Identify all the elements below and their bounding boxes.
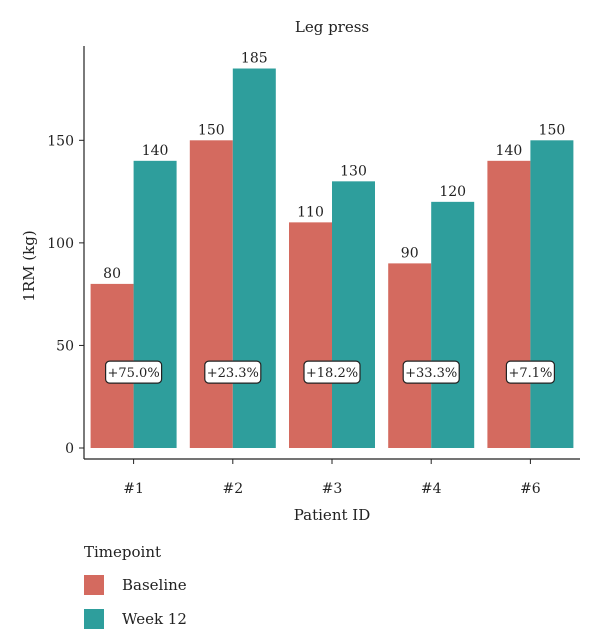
- x-tick-label-4: #4: [421, 481, 442, 497]
- change-box-6: [505, 360, 555, 384]
- bar-label-week-12-3: 130: [340, 163, 367, 179]
- legend: Timepoint Baseline Week 12: [84, 543, 187, 639]
- legend-swatch-baseline: [84, 575, 104, 595]
- bar-week-12-4: [431, 201, 475, 448]
- bar-label-baseline-1: 80: [103, 266, 121, 282]
- x-tick-label-6: #6: [520, 481, 541, 497]
- bar-label-baseline-4: 90: [401, 245, 419, 261]
- x-tick-label-3: #3: [322, 481, 343, 497]
- change-box-4: [402, 360, 460, 384]
- bar-label-baseline-6: 140: [496, 143, 523, 159]
- change-label-6: +7.1%: [508, 366, 552, 381]
- x-tick-label-2: #2: [222, 481, 243, 497]
- bar-baseline-6: [487, 160, 531, 449]
- y-axis-label: 1RM (kg): [20, 230, 38, 301]
- change-label-2: +23.3%: [207, 366, 259, 381]
- change-box-1: [104, 360, 163, 384]
- y-tick-label-50: 50: [56, 338, 74, 354]
- y-tick-label-0: 0: [65, 441, 74, 457]
- bar-baseline-3: [289, 222, 332, 448]
- legend-label-week-12: Week 12: [122, 610, 187, 628]
- bar-label-week-12-1: 140: [142, 143, 169, 159]
- y-tick-label-100: 100: [47, 236, 74, 252]
- legend-item-baseline: Baseline: [84, 571, 187, 599]
- bar-label-week-12-6: 150: [539, 122, 566, 138]
- legend-item-week-12: Week 12: [84, 605, 187, 633]
- bar-label-baseline-2: 150: [198, 122, 225, 138]
- bar-week-12-1: [133, 160, 177, 449]
- x-tick-label-1: #1: [123, 481, 144, 497]
- bar-label-baseline-3: 110: [297, 204, 324, 220]
- change-label-3: +18.2%: [306, 366, 358, 381]
- legend-swatch-week-12: [84, 609, 104, 629]
- bar-week-12-2: [232, 68, 276, 448]
- bar-week-12-6: [530, 140, 574, 449]
- plot-area: 0 50 100 150 #1 80 140 +75.0% #2 150 185 +23.3% #3 11…: [47, 46, 580, 497]
- bar-baseline-2: [189, 140, 233, 449]
- legend-title: Timepoint: [84, 543, 162, 561]
- y-tick-label-150: 150: [47, 133, 74, 149]
- x-axis-label: Patient ID: [294, 506, 370, 524]
- bar-label-week-12-4: 120: [439, 184, 466, 200]
- chart-title: Leg press: [295, 18, 369, 36]
- change-box-3: [303, 360, 361, 384]
- change-box-2: [204, 360, 262, 384]
- change-label-4: +33.3%: [405, 366, 457, 381]
- bar-label-week-12-2: 185: [241, 51, 268, 67]
- change-label-1: +75.0%: [107, 366, 159, 381]
- legend-label-baseline: Baseline: [122, 576, 187, 594]
- bar-baseline-4: [388, 263, 432, 448]
- bar-week-12-3: [332, 181, 375, 449]
